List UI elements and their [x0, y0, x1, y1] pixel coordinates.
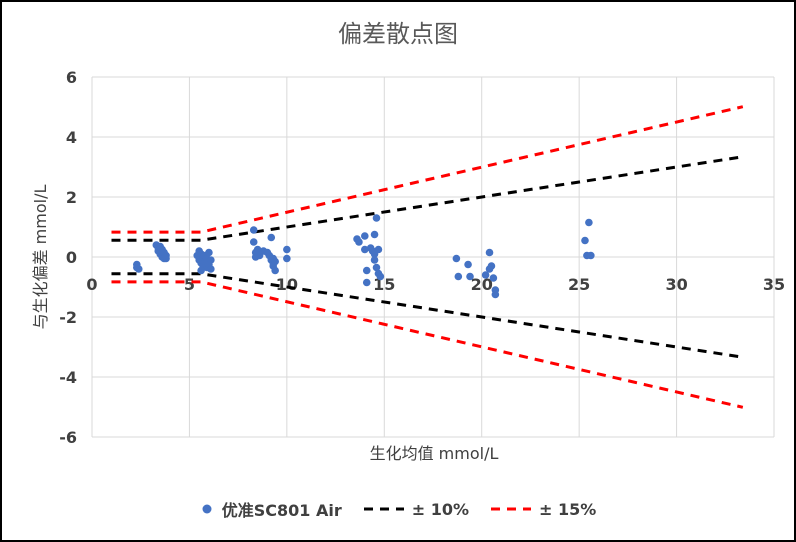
x-tick-label: 30	[665, 275, 687, 294]
limit-line-upper	[111, 105, 744, 234]
limit-line-lower	[111, 272, 744, 359]
scatter-point	[205, 248, 213, 257]
limit-lines	[111, 105, 744, 409]
y-tick-label: 2	[66, 188, 77, 207]
x-tick-label: 35	[763, 275, 785, 294]
legend-marker-15pct	[491, 507, 531, 511]
scatter-point	[489, 274, 498, 282]
scatter-point	[269, 254, 278, 263]
legend-marker-scatter	[202, 504, 212, 514]
y-tick-label: 0	[66, 248, 77, 267]
scatter-point	[372, 263, 381, 272]
scatter-points	[133, 214, 595, 299]
scatter-point	[249, 238, 258, 246]
scatter-point	[585, 218, 593, 227]
scatter-point	[283, 245, 291, 254]
y-tick-label: 6	[66, 68, 77, 87]
grid-lines	[91, 76, 775, 438]
legend-item-scatter: 优准SC801 Air	[200, 497, 342, 521]
scatter-point	[452, 254, 461, 263]
scatter-point	[134, 265, 143, 273]
y-tick-labels: 6 4 2 0 -2 -4 -6	[59, 68, 77, 447]
legend-label-15pct: ± 15%	[539, 499, 597, 519]
scatter-point	[355, 238, 363, 246]
scatter-point	[362, 266, 371, 275]
x-tick-label: 15	[373, 275, 395, 294]
scatter-point	[283, 254, 291, 263]
scatter-point	[253, 245, 262, 254]
scatter-point	[372, 214, 381, 222]
legend-item-15pct: ± 15%	[491, 500, 596, 519]
scatter-point	[362, 278, 371, 287]
legend-label-scatter: 优准SC801 Air	[221, 501, 342, 520]
scatter-point	[370, 256, 379, 264]
y-tick-label: -2	[59, 308, 77, 327]
scatter-point	[197, 266, 205, 275]
scatter-point	[249, 226, 258, 234]
legend-label-10pct: ± 10%	[411, 499, 469, 519]
scatter-point	[361, 245, 369, 254]
scatter-point	[374, 245, 383, 254]
scatter-point	[491, 290, 500, 299]
chart-title: 偏差散点图	[338, 20, 458, 48]
scatter-point	[466, 272, 474, 281]
x-tick-label: 25	[568, 275, 590, 294]
legend-item-10pct: ± 10%	[363, 499, 469, 519]
scatter-point	[587, 251, 595, 260]
scatter-point	[271, 266, 279, 275]
legend-marker-10pct	[363, 507, 404, 511]
scatter-point	[207, 265, 215, 273]
scatter-point	[487, 262, 496, 270]
x-tick-labels: 0 5 10 15 20 25 30 35	[86, 275, 785, 294]
limit-line-lower	[111, 280, 744, 409]
y-axis-title: 与生化偏差 mmol/L	[31, 185, 50, 330]
y-tick-label: 4	[66, 128, 77, 147]
scatter-point	[370, 230, 379, 239]
scatter-point	[162, 251, 170, 260]
x-tick-label: 20	[471, 275, 493, 294]
scatter-point	[454, 272, 463, 281]
legend: 优准SC801 Air ± 10% ± 15%	[0, 497, 796, 521]
scatter-point	[267, 233, 276, 242]
y-tick-label: -6	[59, 428, 77, 447]
scatter-point	[207, 256, 215, 264]
scatter-point	[485, 248, 494, 257]
limit-line-upper	[111, 155, 744, 242]
scatter-point	[581, 236, 589, 245]
x-axis-title: 生化均值 mmol/L	[370, 444, 499, 463]
x-tick-label: 0	[86, 275, 97, 294]
scatter-point	[481, 271, 490, 279]
x-tick-label: 5	[184, 275, 195, 294]
scatter-point	[361, 232, 369, 240]
y-tick-label: -4	[59, 368, 77, 387]
scatter-point	[376, 272, 385, 281]
scatter-point	[464, 260, 472, 269]
